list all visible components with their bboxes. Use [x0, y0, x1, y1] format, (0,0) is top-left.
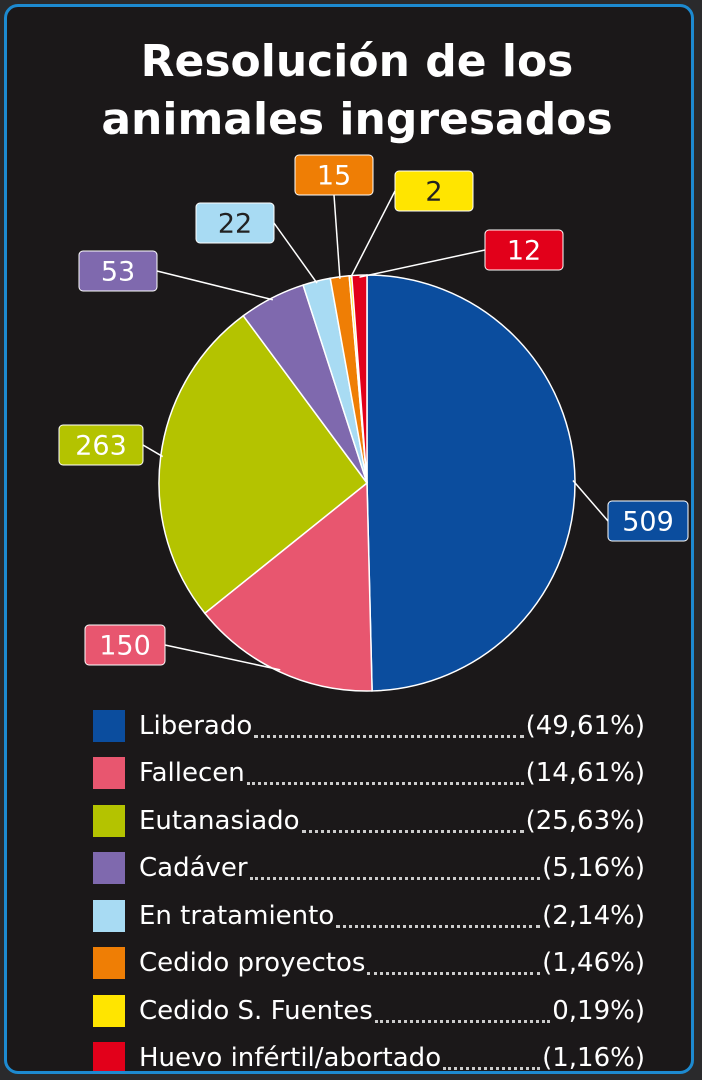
legend-label: En tratamiento — [139, 900, 335, 931]
legend-label: Cedido proyectos — [139, 948, 366, 979]
leader-line — [142, 444, 164, 458]
pie-slice — [203, 481, 373, 692]
legend-percent: (14,61%) — [525, 758, 645, 789]
legend-item: Cedido S. Fuentes 0,19%) — [93, 987, 645, 1035]
leader-dots — [374, 1019, 551, 1023]
leader-line — [349, 190, 396, 278]
legend-label: Huevo infértil/abortado — [139, 1043, 442, 1074]
label-box — [394, 170, 474, 212]
data-label: 263 — [75, 431, 127, 462]
leader-line — [164, 644, 281, 671]
legend-swatch — [93, 899, 125, 932]
label-box — [84, 624, 166, 666]
chart: 509 150 263 53 22 15 2 12 — [58, 154, 689, 692]
legend-percent: (1,16%) — [542, 1043, 645, 1074]
legend-swatch — [93, 757, 125, 790]
data-label: 15 — [317, 161, 351, 192]
leader-line — [333, 194, 341, 279]
legend-item: Liberado (49,61%) — [93, 702, 645, 750]
legend-percent: (49,61%) — [525, 710, 645, 741]
leader-line — [273, 222, 318, 284]
legend-swatch — [93, 709, 125, 742]
leader-dots — [246, 782, 524, 785]
legend-swatch — [93, 947, 125, 980]
data-label: 2 — [425, 177, 442, 208]
leader-dots — [301, 829, 524, 833]
legend-swatch — [93, 1042, 125, 1071]
legend-percent: 0,19%) — [552, 995, 645, 1026]
legend-item: Huevo infértil/abortado (1,16%) — [93, 1035, 645, 1074]
chart-title: Resolución de los animales ingresados — [101, 36, 613, 145]
leader-dots — [336, 924, 541, 928]
data-label: 22 — [218, 209, 252, 240]
data-label: 12 — [507, 236, 541, 267]
legend-item: Fallecen (14,61%) — [93, 750, 645, 798]
legend-label: Liberado — [139, 710, 253, 741]
legend-label: Eutanasiado — [139, 805, 300, 836]
label-box — [195, 202, 275, 244]
legend-label: Fallecen — [139, 758, 245, 789]
legend-percent: (1,46%) — [542, 948, 645, 979]
legend-percent: (5,16%) — [542, 853, 645, 884]
label-box — [78, 250, 158, 292]
legend-swatch — [93, 804, 125, 837]
leader-line — [572, 479, 609, 522]
leader-line — [156, 270, 274, 301]
legend-item: En tratamiento (2,14%) — [93, 892, 645, 940]
label-box — [484, 229, 564, 271]
pie-slice — [366, 274, 576, 692]
legend-percent: (25,63%) — [525, 805, 645, 836]
legend-label: Cedido S. Fuentes — [139, 995, 373, 1026]
label-box — [58, 424, 144, 466]
leader-dots — [443, 1067, 541, 1070]
legend-item: Cadáver (5,16%) — [93, 845, 645, 893]
data-label: 509 — [622, 507, 674, 538]
pie-slice — [158, 314, 369, 615]
leader-dots — [249, 877, 541, 880]
label-box — [294, 154, 374, 196]
legend-item: Cedido proyectos (1,46%) — [93, 940, 645, 988]
leader-line — [359, 249, 486, 278]
legend-percent: (2,14%) — [542, 900, 645, 931]
leader-dots — [367, 972, 541, 975]
label-box — [607, 500, 689, 542]
legend-swatch — [93, 994, 125, 1027]
leader-dots — [254, 734, 524, 738]
legend-item: Eutanasiado (25,63%) — [93, 797, 645, 845]
data-label: 53 — [101, 257, 135, 288]
legend-label: Cadáver — [139, 853, 248, 884]
data-label: 150 — [99, 631, 151, 662]
legend-swatch — [93, 852, 125, 885]
panel: Resolución de los animales ingresados 50… — [4, 4, 694, 1074]
legend: Liberado (49,61%) Fallecen (14,61%) Eutanasi… — [93, 702, 645, 1074]
